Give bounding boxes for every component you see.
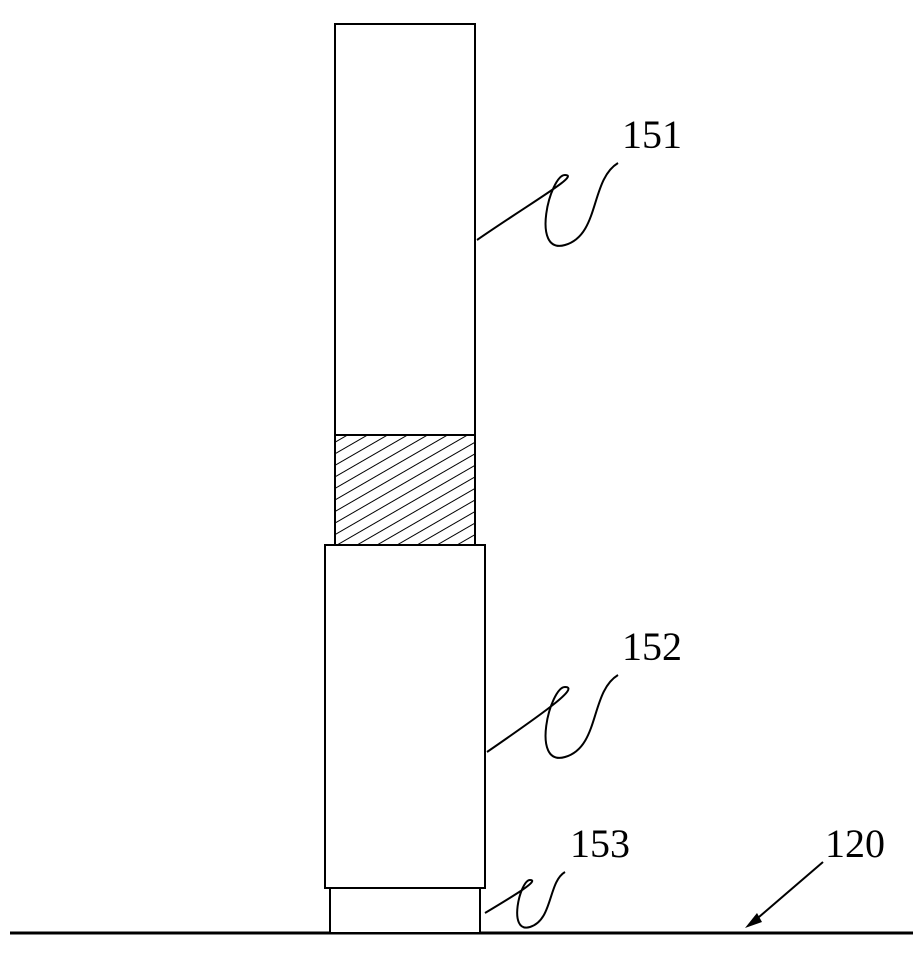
diagram-container: 151 152 153 120 [0,0,923,967]
technical-diagram-svg: 151 152 153 120 [0,0,923,967]
lower-cylinder [325,545,485,888]
label-151: 151 [622,112,682,157]
hatched-region [335,435,475,545]
leader-152-curve [487,675,618,758]
leader-151-curve [477,163,618,246]
base-block [330,888,480,933]
leader-120-arrowhead [745,913,762,928]
leader-153-curve [485,872,565,928]
label-153: 153 [570,821,630,866]
leader-120-line [752,862,823,923]
label-120: 120 [825,821,885,866]
label-152: 152 [622,624,682,669]
